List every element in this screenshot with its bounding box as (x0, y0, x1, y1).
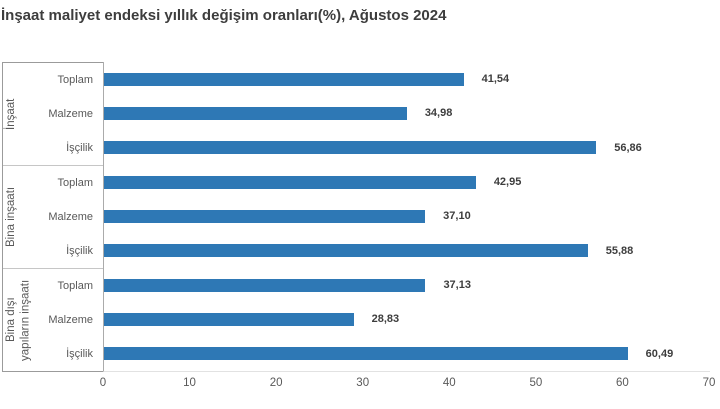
bar (104, 106, 407, 120)
bar (104, 175, 476, 189)
value-label: 28,83 (371, 313, 400, 326)
bar (104, 244, 588, 258)
x-axis-tick-label: 50 (529, 377, 543, 389)
bar (104, 312, 354, 326)
bar-row: 37,10 (104, 199, 710, 233)
bar-row: 56,86 (104, 131, 710, 165)
bar-row: 41,54 (104, 62, 710, 96)
bar (104, 72, 464, 86)
x-axis-tick-label: 40 (442, 377, 456, 389)
group-label: İnşaat (5, 98, 17, 130)
x-axis-tick-label: 30 (356, 377, 370, 389)
bar-row: 55,88 (104, 234, 710, 268)
bar-row: 60,49 (104, 337, 710, 371)
bar (104, 347, 628, 361)
item-label-list: Toplam Malzeme İşçilik (19, 63, 103, 165)
x-axis-tick-label: 70 (702, 377, 716, 389)
category-label-area: İnşaat Toplam Malzeme İşçilik Bina inşaatı To… (2, 62, 103, 372)
category-label: Toplam (57, 280, 93, 292)
bar (104, 278, 426, 292)
bar-row: 34,98 (104, 96, 710, 130)
x-axis-tick-label: 20 (269, 377, 283, 389)
category-label: İşçilik (66, 142, 93, 154)
value-label: 41,54 (481, 73, 510, 86)
plot-area: 41,54 34,98 56,86 42,95 37,10 55,88 37,13 28,83… (103, 62, 710, 372)
x-axis-tick-label: 60 (616, 377, 629, 389)
value-label: 60,49 (645, 347, 674, 360)
x-axis-tick-label: 10 (183, 377, 196, 389)
group-label: Bina inşaatı (5, 186, 17, 248)
bar-row: 42,95 (104, 165, 710, 199)
category-label: Malzeme (48, 211, 93, 223)
category-label: Toplam (57, 74, 93, 86)
category-label: Toplam (57, 177, 93, 189)
bar-row: 37,13 (104, 268, 710, 302)
value-label: 42,95 (493, 176, 522, 189)
category-label: Malzeme (48, 108, 93, 120)
category-label: İşçilik (66, 245, 93, 257)
bar-row: 28,83 (104, 302, 710, 336)
item-label-list: Toplam Malzeme İşçilik (34, 269, 103, 371)
category-group: Bina dışı yapıların inşaatı Toplam Malzeme… (3, 269, 103, 371)
category-label: İşçilik (66, 348, 93, 360)
chart-title: İnşaat maliyet endeksi yıllık değişim or… (1, 7, 447, 24)
value-label: 56,86 (614, 141, 642, 154)
group-label: Bina dışı yapıların inşaatı (5, 279, 32, 361)
category-group: İnşaat Toplam Malzeme İşçilik (3, 63, 103, 166)
bar (104, 209, 426, 223)
value-label: 37,13 (443, 279, 471, 292)
x-axis: 0 10 20 30 40 50 60 70 (99, 377, 716, 395)
value-label: 37,10 (443, 210, 471, 223)
value-label: 34,98 (424, 107, 453, 120)
category-label: Malzeme (48, 314, 93, 326)
bar (104, 141, 597, 155)
x-axis-tick-label: 0 (99, 377, 107, 389)
value-label: 55,88 (605, 244, 634, 257)
item-label-list: Toplam Malzeme İşçilik (19, 166, 103, 268)
category-group: Bina inşaatı Toplam Malzeme İşçilik (3, 166, 103, 269)
